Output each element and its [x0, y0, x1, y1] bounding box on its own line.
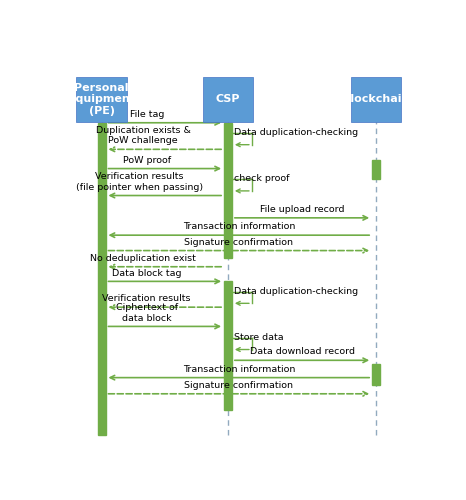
- FancyBboxPatch shape: [203, 78, 254, 122]
- Text: Duplication exists &
PoW challenge: Duplication exists & PoW challenge: [96, 126, 191, 146]
- Text: File tag: File tag: [130, 110, 164, 119]
- Text: Personal
equipment
(PE): Personal equipment (PE): [68, 83, 135, 116]
- FancyBboxPatch shape: [351, 78, 401, 122]
- FancyBboxPatch shape: [76, 78, 127, 122]
- Text: No deduplication exist: No deduplication exist: [90, 254, 196, 263]
- Text: check proof: check proof: [234, 174, 289, 183]
- Bar: [97, 123, 106, 436]
- Text: Data block tag: Data block tag: [112, 268, 181, 278]
- Text: PoW proof: PoW proof: [123, 156, 171, 164]
- Text: Verification results: Verification results: [103, 294, 191, 304]
- Text: CSP: CSP: [216, 94, 240, 104]
- Text: Signature confirmation: Signature confirmation: [185, 238, 293, 246]
- Text: Verification results
(file pointer when passing): Verification results (file pointer when …: [76, 172, 203, 192]
- Text: Transaction information: Transaction information: [183, 365, 295, 374]
- Text: Store data: Store data: [234, 333, 283, 342]
- Text: Data duplication-checking: Data duplication-checking: [234, 286, 358, 296]
- Text: Ciphertext of
data block: Ciphertext of data block: [116, 303, 178, 322]
- Text: Data download record: Data download record: [249, 348, 355, 356]
- Text: Blockchain: Blockchain: [343, 94, 410, 104]
- Text: Transaction information: Transaction information: [183, 222, 295, 232]
- Bar: [224, 123, 232, 258]
- Text: Data duplication-checking: Data duplication-checking: [234, 128, 358, 137]
- Bar: [372, 160, 380, 180]
- Bar: [372, 364, 380, 386]
- Bar: [224, 282, 232, 410]
- Text: File upload record: File upload record: [260, 205, 344, 214]
- Text: Signature confirmation: Signature confirmation: [185, 381, 293, 390]
